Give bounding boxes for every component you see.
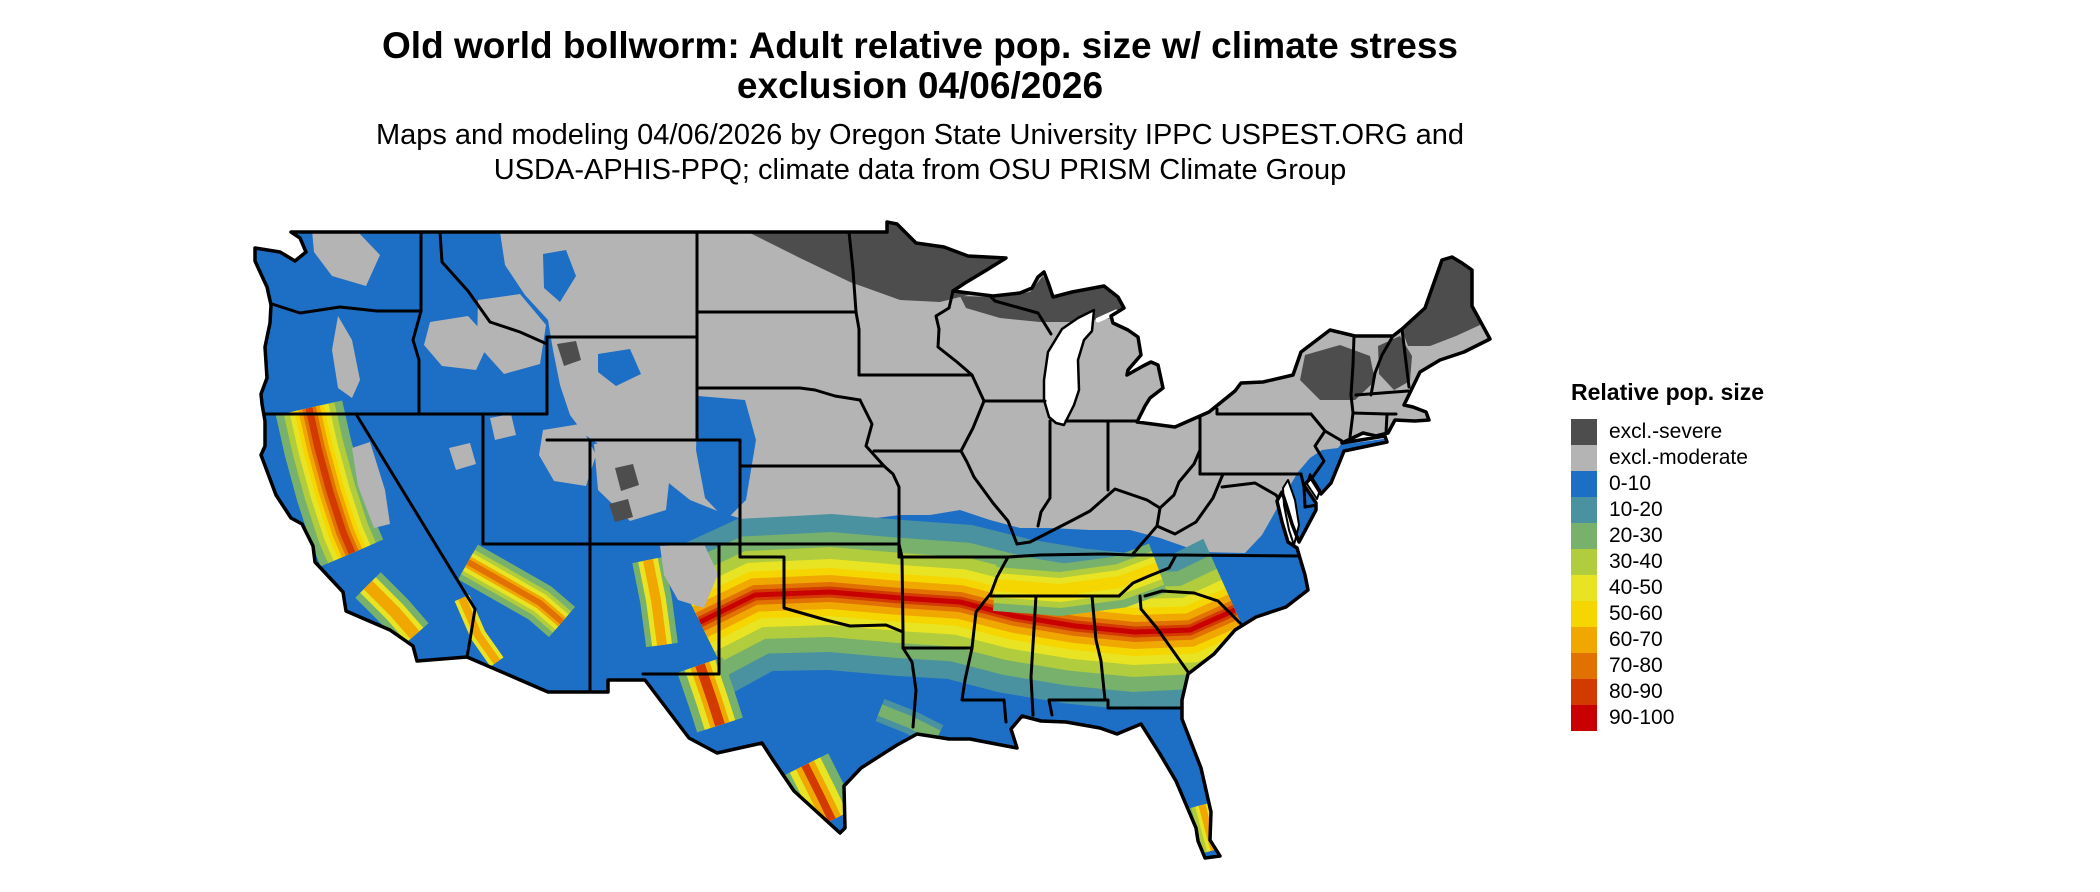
legend-label-b0: 0-10 — [1609, 472, 1652, 495]
legend-item-excl_severe: excl.-severe — [1571, 419, 1764, 445]
legend-swatch-b20 — [1571, 523, 1597, 549]
legend: Relative pop. size excl.-severe excl.-mod… — [1571, 379, 1764, 731]
legend-label-excl_moderate: excl.-moderate — [1609, 446, 1748, 469]
legend-label-b20: 20-30 — [1609, 524, 1663, 547]
legend-swatch-b50 — [1571, 601, 1597, 627]
legend-label-b10: 10-20 — [1609, 498, 1663, 521]
legend-swatch-b0 — [1571, 471, 1597, 497]
legend-swatch-b80 — [1571, 679, 1597, 705]
figure-subtitle-line2: USDA-APHIS-PPQ; climate data from OSU PR… — [493, 154, 1347, 186]
legend-label-b90: 90-100 — [1609, 706, 1675, 729]
legend-item-b30: 30-40 — [1571, 549, 1764, 575]
legend-item-b20: 20-30 — [1571, 523, 1764, 549]
legend-label-b70: 70-80 — [1609, 654, 1663, 677]
legend-item-b0: 0-10 — [1571, 471, 1764, 497]
figure-subtitle: Maps and modeling 04/06/2026 by Oregon S… — [240, 118, 1600, 188]
figure-subtitle-line1: Maps and modeling 04/06/2026 by Oregon S… — [375, 119, 1465, 151]
legend-label-excl_severe: excl.-severe — [1609, 420, 1723, 443]
legend-swatch-excl_moderate — [1571, 445, 1597, 471]
legend-swatch-b60 — [1571, 627, 1597, 653]
legend-swatch-b70 — [1571, 653, 1597, 679]
figure-title-line2: exclusion 04/06/2026 — [736, 65, 1104, 106]
legend-item-b80: 80-90 — [1571, 679, 1764, 705]
legend-item-b40: 40-50 — [1571, 575, 1764, 601]
legend-item-b10: 10-20 — [1571, 497, 1764, 523]
figure-title: Old world bollworm: Adult relative pop. … — [240, 26, 1600, 106]
legend-swatch-excl_severe — [1571, 419, 1597, 445]
legend-item-b70: 70-80 — [1571, 653, 1764, 679]
legend-swatch-b10 — [1571, 497, 1597, 523]
legend-items: excl.-severe excl.-moderate 0-10 10-20 20-30… — [1571, 419, 1764, 731]
legend-item-b50: 50-60 — [1571, 601, 1764, 627]
legend-swatch-b90 — [1571, 705, 1597, 731]
legend-title: Relative pop. size — [1571, 379, 1765, 405]
legend-swatch-b30 — [1571, 549, 1597, 575]
legend-item-excl_moderate: excl.-moderate — [1571, 445, 1764, 471]
legend-label-b80: 80-90 — [1609, 680, 1663, 703]
legend-label-b30: 30-40 — [1609, 550, 1663, 573]
legend-item-b60: 60-70 — [1571, 627, 1764, 653]
legend-label-b50: 50-60 — [1609, 602, 1663, 625]
legend-item-b90: 90-100 — [1571, 705, 1764, 731]
legend-label-b40: 40-50 — [1609, 576, 1663, 599]
legend-label-b60: 60-70 — [1609, 628, 1663, 651]
figure-title-line1: Old world bollworm: Adult relative pop. … — [382, 25, 1458, 66]
legend-swatch-b40 — [1571, 575, 1597, 601]
